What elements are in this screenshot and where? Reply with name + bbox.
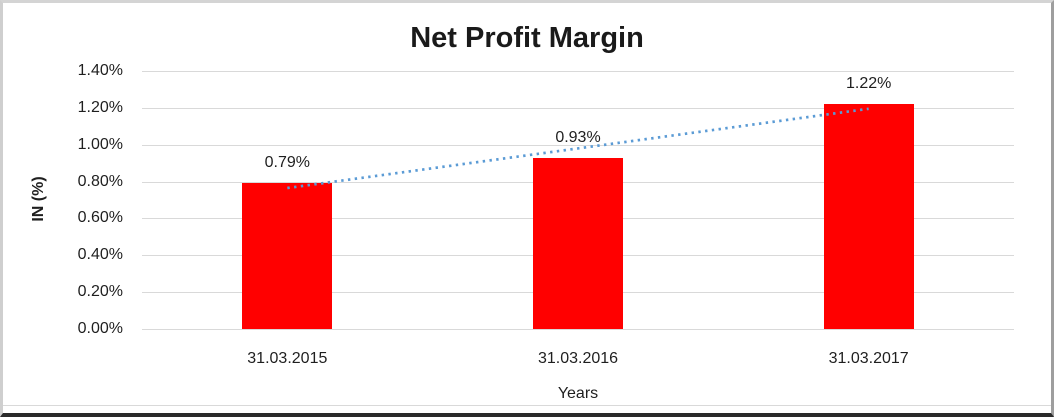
chart-title: Net Profit Margin — [410, 22, 644, 54]
x-tick-label: 31.03.2015 — [247, 350, 328, 367]
y-tick-label: 0.40% — [77, 246, 123, 264]
gridline — [142, 144, 1014, 146]
plot-area: 0.79% 0.93% 1.22% — [142, 71, 1014, 330]
gridline — [142, 107, 1014, 109]
y-tick-label: 1.40% — [77, 62, 123, 79]
data-label: 0.93% — [555, 128, 601, 146]
data-label: 0.79% — [264, 154, 311, 172]
bar-31.03.2017 — [823, 104, 914, 329]
data-label: 1.22% — [845, 75, 892, 93]
gridline — [142, 329, 1014, 330]
chart-bottom-rule — [3, 405, 1051, 406]
x-tick-label: 31.03.2017 — [828, 350, 909, 367]
y-tick-label: 1.00% — [77, 135, 123, 153]
x-tick-label: 31.03.2016 — [537, 350, 619, 367]
y-tick-label: 0.20% — [77, 283, 123, 301]
bar-31.03.2016 — [533, 157, 623, 329]
y-tick-label: 0.60% — [77, 209, 123, 227]
bar-31.03.2015 — [242, 183, 333, 329]
y-tick-label: 0.80% — [77, 172, 123, 190]
gridline — [142, 71, 1014, 72]
y-tick-label: 1.20% — [77, 98, 123, 116]
x-axis-title: Years — [557, 385, 599, 402]
trendline — [287, 107, 869, 190]
y-tick-label: 0.00% — [77, 320, 123, 337]
